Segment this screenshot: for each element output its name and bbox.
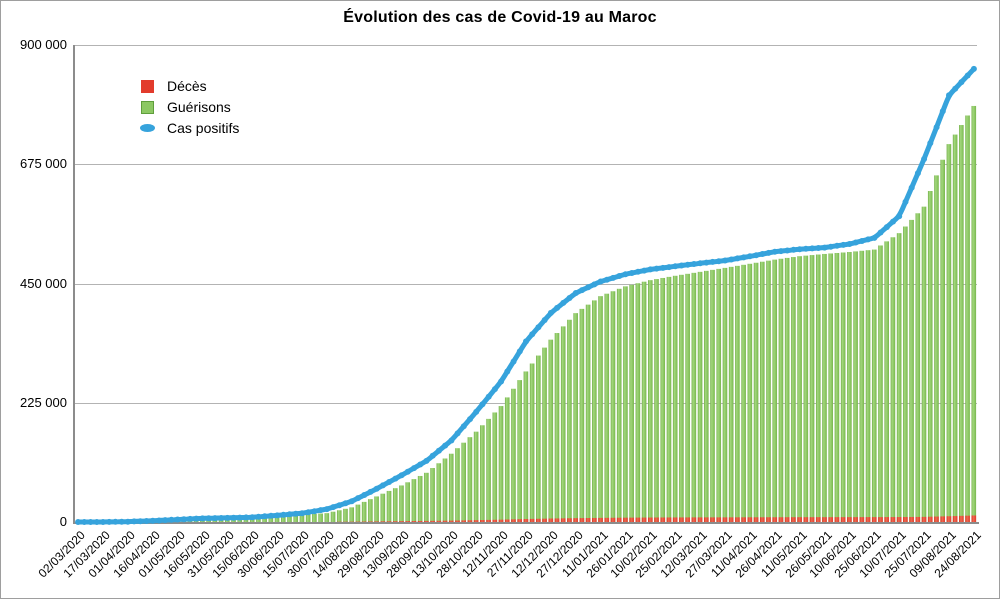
- gridline: [75, 164, 977, 166]
- legend: Décès Guérisons Cas positifs: [140, 79, 240, 136]
- guerisons-swatch-icon: [141, 100, 154, 114]
- gridline: [75, 283, 977, 285]
- plot-area: [75, 65, 977, 525]
- gridline: [75, 45, 977, 46]
- y-axis-label: 450 000: [20, 275, 67, 291]
- y-axis-label: 0: [59, 514, 67, 529]
- legend-label: Décès: [167, 78, 207, 94]
- bars-deces: [336, 515, 977, 522]
- y-axis-label: 225 000: [20, 394, 67, 410]
- legend-item-cas-positifs: Cas positifs: [140, 120, 240, 136]
- y-axis-label: 900 000: [20, 37, 67, 52]
- bars-guerisons: [156, 105, 977, 523]
- x-axis-line: [73, 522, 979, 524]
- legend-item-guerisons: Guérisons: [141, 100, 239, 114]
- legend-item-deces: Décès: [141, 79, 239, 93]
- deces-swatch-icon: [141, 79, 154, 93]
- legend-label: Cas positifs: [167, 120, 240, 136]
- line-cas-positifs-markers: [75, 65, 977, 525]
- legend-label: Guérisons: [167, 99, 231, 115]
- y-axis-label: 675 000: [20, 156, 67, 172]
- y-axis-line: [73, 45, 75, 524]
- chart-title: Évolution des cas de Covid-19 au Maroc: [343, 9, 657, 26]
- cas-positifs-marker-icon: [140, 124, 155, 132]
